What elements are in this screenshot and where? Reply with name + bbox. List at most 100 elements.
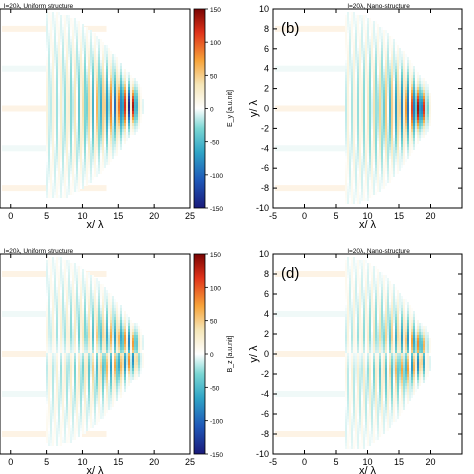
field-cell — [345, 99, 347, 102]
field-cell — [62, 78, 64, 81]
field-cell — [52, 54, 54, 57]
field-cell — [377, 81, 379, 84]
field-cell — [120, 132, 122, 135]
field-cell — [104, 105, 106, 108]
field-cell — [401, 75, 403, 78]
field-cell — [62, 347, 64, 350]
field-cell — [48, 132, 50, 135]
field-cell — [56, 284, 58, 287]
field-cell — [72, 177, 74, 180]
field-cell — [381, 75, 383, 78]
field-cell — [379, 66, 381, 69]
field-cell — [377, 180, 379, 183]
field-cell — [84, 171, 86, 174]
field-cell — [86, 132, 88, 135]
field-cell — [64, 18, 66, 21]
field-cell — [82, 162, 84, 165]
field-cell — [92, 156, 94, 159]
field-cell — [403, 153, 405, 156]
field-cell — [359, 138, 361, 141]
field-cell — [82, 42, 84, 45]
panel-label: (b) — [281, 20, 299, 37]
field-cell — [391, 105, 393, 108]
field-cell — [427, 120, 429, 123]
field-cell — [373, 108, 375, 111]
field-cell — [381, 33, 383, 36]
field-cell — [78, 51, 80, 54]
field-cell — [367, 177, 369, 180]
x-tick-label: 15 — [113, 211, 123, 221]
field-cell — [62, 296, 64, 299]
field-cell — [80, 123, 82, 126]
field-cell — [118, 87, 120, 90]
field-cell — [401, 129, 403, 132]
field-cell — [56, 117, 58, 120]
field-cell — [355, 87, 357, 90]
field-cell — [62, 395, 64, 398]
field-cell — [48, 141, 50, 144]
field-cell — [369, 174, 371, 177]
field-cell — [377, 51, 379, 54]
field-cell — [108, 159, 110, 162]
field-cell — [351, 39, 353, 42]
field-cell — [92, 39, 94, 42]
field-cell — [375, 90, 377, 93]
field-cell — [357, 138, 359, 141]
field-cell — [385, 150, 387, 153]
field-cell — [90, 96, 92, 99]
field-cell — [66, 404, 68, 407]
field-cell — [357, 201, 359, 204]
field-cell — [391, 66, 393, 69]
field-cell — [88, 72, 90, 75]
field-cell — [76, 123, 78, 126]
field-cell — [361, 108, 363, 111]
field-cell — [126, 87, 128, 90]
field-cell — [88, 93, 90, 96]
field-cell — [110, 138, 112, 141]
field-cell — [46, 308, 48, 311]
field-cell — [415, 117, 417, 120]
field-cell — [46, 275, 48, 278]
field-cell — [373, 66, 375, 69]
field-cell — [411, 147, 413, 150]
field-cell — [96, 150, 98, 153]
field-cell — [82, 153, 84, 156]
field-cell — [56, 326, 58, 329]
field-cell — [361, 114, 363, 117]
field-cell — [126, 111, 128, 114]
field-cell — [387, 120, 389, 123]
field-cell — [60, 374, 62, 377]
field-cell — [401, 60, 403, 63]
field-cell — [407, 66, 409, 69]
field-cell — [108, 75, 110, 78]
field-cell — [90, 132, 92, 135]
field-cell — [50, 422, 52, 425]
field-cell — [54, 45, 56, 48]
field-cell — [347, 72, 349, 75]
field-cell — [62, 171, 64, 174]
field-cell — [413, 72, 415, 75]
field-cell — [78, 102, 80, 105]
field-cell — [116, 108, 118, 111]
field-cell — [50, 353, 52, 356]
field-cell — [108, 150, 110, 153]
field-cell — [84, 87, 86, 90]
field-cell — [96, 90, 98, 93]
field-cell — [347, 12, 349, 15]
field-cell — [369, 138, 371, 141]
field-cell — [60, 153, 62, 156]
field-cell — [52, 60, 54, 63]
field-cell — [351, 153, 353, 156]
field-cell — [349, 117, 351, 120]
field-cell — [86, 144, 88, 147]
field-cell — [60, 263, 62, 266]
field-cell — [353, 198, 355, 201]
field-cell — [86, 123, 88, 126]
field-cell — [72, 69, 74, 72]
field-cell — [60, 144, 62, 147]
field-cell — [359, 180, 361, 183]
field-cell — [407, 150, 409, 153]
field-cell — [365, 42, 367, 45]
field-cell — [377, 129, 379, 132]
field-cell — [104, 132, 106, 135]
